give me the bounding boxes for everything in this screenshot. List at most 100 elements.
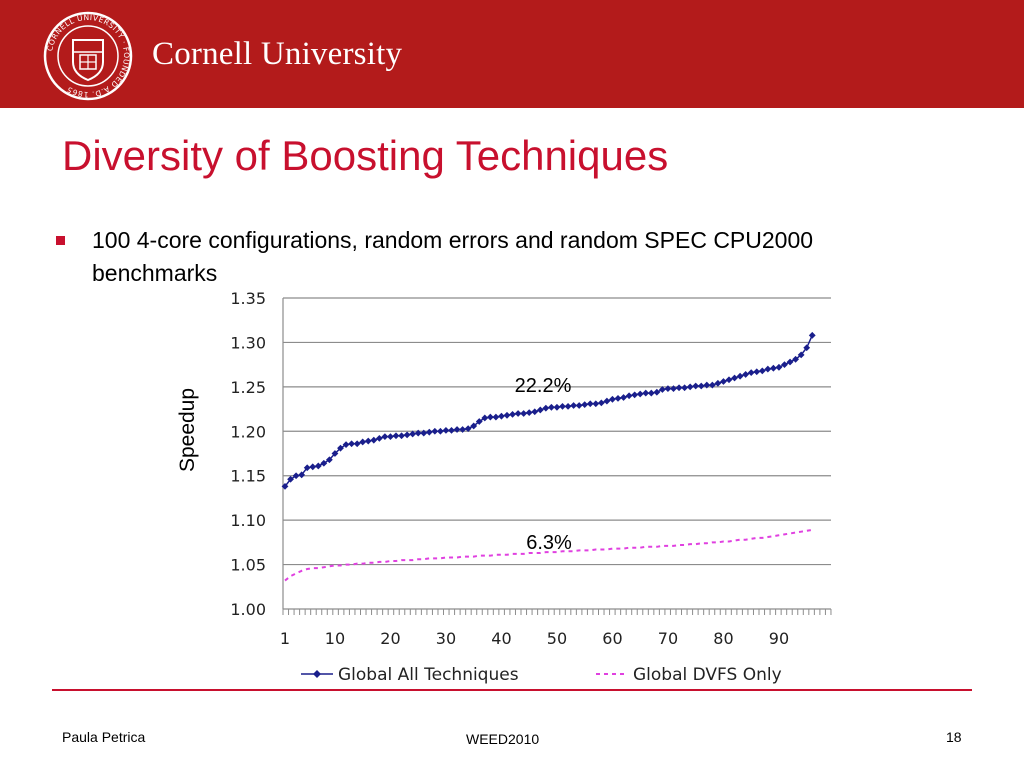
x-tick-label: 1: [280, 629, 290, 648]
y-tick-label: 1.15: [230, 467, 266, 486]
data-point-marker: [742, 371, 750, 378]
data-point-marker: [448, 426, 455, 434]
speedup-chart: 1.00 1.05 1.10 1.15 1.20 1.25 1.30 1.35 1 10 20 30…: [176, 289, 832, 685]
data-point-marker: [570, 402, 577, 409]
data-point-marker: [575, 402, 583, 409]
data-point-marker: [581, 401, 589, 409]
data-point-marker: [531, 408, 539, 416]
data-point-marker: [370, 436, 378, 444]
data-point-marker: [409, 430, 417, 438]
x-tick-label: 60: [602, 629, 622, 648]
data-point-marker: [364, 437, 372, 445]
x-tick-label: 30: [436, 629, 456, 648]
y-tick-label: 1.00: [230, 600, 266, 619]
y-tick-label: 1.25: [230, 378, 266, 397]
data-point-marker: [298, 471, 306, 479]
data-point-marker: [720, 378, 727, 385]
data-point-marker: [314, 462, 322, 470]
y-axis-label: Speedup: [176, 388, 199, 472]
y-tick-labels: 1.00 1.05 1.10 1.15 1.20 1.25 1.30 1.35: [230, 289, 266, 619]
data-point-marker: [714, 379, 722, 387]
data-point-marker: [536, 406, 544, 414]
x-tick-label: 10: [325, 629, 345, 648]
y-tick-label: 1.10: [230, 511, 266, 530]
x-tick-label: 50: [547, 629, 567, 648]
data-point-marker: [642, 389, 650, 397]
data-point-marker: [670, 385, 677, 393]
data-point-marker: [287, 475, 294, 483]
data-point-marker: [475, 418, 483, 425]
data-point-marker: [425, 428, 433, 436]
data-point-marker: [803, 344, 811, 352]
university-name: Cornell University: [152, 36, 403, 72]
axes: [282, 298, 832, 615]
data-point-marker: [326, 456, 333, 464]
bullet-marker: [56, 236, 65, 245]
data-point-marker: [414, 429, 422, 437]
data-point-marker: [808, 331, 816, 339]
data-point-marker: [697, 382, 705, 390]
data-point-marker: [686, 383, 694, 391]
data-point-marker: [659, 386, 666, 393]
cornell-seal-logo: CORNELL UNIVERSITY · FOUNDED A.D. 1865: [43, 11, 133, 101]
legend-label-global-dvfs-only: Global DVFS Only: [633, 665, 782, 685]
y-tick-label: 1.05: [230, 556, 266, 575]
data-point-marker: [303, 464, 311, 472]
data-point-marker: [609, 395, 616, 403]
y-tick-label: 1.30: [230, 333, 266, 352]
data-point-marker: [309, 463, 317, 471]
x-tick-label: 80: [713, 629, 733, 648]
data-point-marker: [775, 363, 783, 371]
data-point-marker: [392, 432, 400, 440]
footer-author: Paula Petrica: [62, 729, 146, 745]
data-point-marker: [731, 374, 738, 382]
data-point-marker: [664, 385, 672, 393]
data-point-marker: [442, 426, 450, 434]
x-tick-label: 70: [658, 629, 678, 648]
data-point-marker: [786, 358, 794, 366]
data-point-marker: [559, 403, 566, 410]
data-point-marker: [586, 400, 594, 408]
data-point-marker: [781, 361, 788, 369]
data-point-marker: [525, 409, 533, 417]
data-point-marker: [625, 392, 633, 400]
data-point-marker: [320, 459, 328, 467]
data-point-marker: [753, 368, 761, 376]
data-point-marker: [387, 433, 394, 441]
data-point-marker: [375, 434, 383, 442]
x-tick-labels: 1 10 20 30 40 50 60 70 80 90: [280, 629, 789, 648]
data-point-marker: [509, 411, 516, 418]
data-point-marker: [453, 426, 461, 433]
data-point-marker: [764, 365, 772, 373]
data-point-marker: [614, 395, 622, 402]
legend-marker: [313, 670, 321, 678]
header-banner: CORNELL UNIVERSITY · FOUNDED A.D. 1865 C…: [0, 0, 1024, 108]
data-point-marker: [348, 440, 355, 448]
data-point-marker: [636, 390, 644, 398]
bullet-text: 100 4-core configurations, random errors…: [92, 227, 814, 286]
data-point-marker: [486, 413, 494, 421]
data-point-marker: [481, 414, 489, 422]
data-point-marker: [747, 369, 755, 377]
legend: Global All Techniques Global DVFS Only: [301, 665, 782, 685]
series-line-global-all-techniques: [284, 335, 813, 487]
data-point-marker: [548, 403, 555, 411]
footer-page-number: 18: [946, 729, 962, 745]
data-point-marker: [498, 412, 505, 420]
data-point-marker: [437, 427, 444, 435]
data-point-marker: [459, 426, 466, 433]
x-tick-label: 20: [380, 629, 400, 648]
data-point-marker: [542, 404, 550, 412]
data-point-marker: [503, 411, 511, 419]
y-tick-label: 1.35: [230, 289, 266, 308]
annotation-22-2-percent: 22.2%: [515, 375, 572, 397]
data-point-marker: [770, 364, 777, 372]
data-point-marker: [736, 372, 744, 380]
data-point-marker: [520, 410, 528, 417]
data-point-marker: [342, 441, 350, 449]
data-point-marker: [403, 431, 411, 439]
data-point-marker: [725, 376, 733, 384]
series-line-global-dvfs-only: [284, 528, 813, 582]
data-point-marker: [592, 400, 600, 408]
data-point-marker: [797, 351, 805, 359]
